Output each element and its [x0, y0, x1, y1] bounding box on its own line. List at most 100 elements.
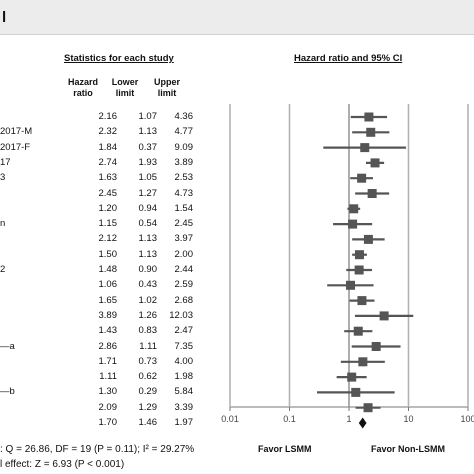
col-header-upper-limit-line2: limit	[157, 88, 177, 98]
hr-cell: 2.09	[98, 401, 118, 413]
lower-limit-cell: 0.43	[138, 279, 158, 291]
upper-limit-cell: 4.77	[174, 126, 194, 138]
study-label: 2	[0, 264, 6, 275]
hr-cell: 1.84	[98, 141, 118, 153]
hr-cell: 1.15	[98, 218, 118, 230]
upper-limit-cell: 3.97	[174, 233, 194, 245]
lower-limit-cell: 1.07	[138, 111, 158, 122]
hr-marker	[357, 173, 367, 183]
x-tick-label: 1	[346, 414, 351, 424]
hr-cell: 2.12	[98, 233, 118, 245]
lower-limit-cell: 0.29	[138, 386, 158, 398]
upper-limit-cell: 12.03	[169, 309, 193, 321]
hr-cell: 3.89	[98, 309, 118, 321]
upper-limit-cell: 4.73	[174, 187, 194, 199]
hr-marker	[363, 403, 373, 413]
study-label: —b	[0, 386, 15, 398]
upper-limit-cell: 3.89	[174, 156, 194, 168]
hr-marker	[360, 143, 370, 153]
forest-header: Hazard ratio and 95% CI	[294, 53, 403, 64]
study-label: 2017-M	[0, 126, 33, 138]
col-header-hazard-ratio: Hazard ratio	[58, 77, 108, 99]
lower-limit-cell: 1.13	[138, 233, 158, 245]
hr-marker	[348, 219, 358, 229]
hr-marker	[351, 387, 361, 397]
lower-limit-cell: 1.11	[139, 340, 157, 352]
hr-cell: 2.86	[98, 340, 118, 352]
upper-limit-cell: 1.54	[174, 202, 194, 214]
pooled-diamond	[358, 417, 367, 429]
study-label: —a	[0, 340, 15, 352]
lower-limit-cell: 1.46	[138, 417, 158, 428]
x-tick-label: 100	[460, 414, 474, 424]
col-header-lower-limit-line2: limit	[115, 88, 135, 98]
lower-limit-cell: 1.02	[138, 294, 158, 306]
upper-limit-cell: 5.84	[174, 386, 194, 398]
overall-effect-text: l effect: Z = 6.93 (P < 0.001)	[0, 459, 125, 470]
lower-limit-cell: 0.73	[138, 355, 158, 367]
hr-cell: 1.20	[98, 202, 118, 214]
study-label: 17	[0, 156, 11, 168]
hr-marker	[363, 234, 373, 244]
upper-limit-cell: 3.39	[174, 401, 194, 413]
hr-cell: 1.48	[98, 264, 118, 275]
favor-left-label: Favor LSMM	[258, 444, 312, 454]
lower-limit-cell: 1.05	[138, 172, 158, 184]
upper-limit-cell: 7.35	[174, 340, 194, 352]
lower-limit-cell: 1.93	[138, 156, 158, 168]
lower-limit-cell: 0.62	[138, 371, 158, 383]
hr-cell: 2.74	[98, 156, 118, 168]
hr-cell: 1.65	[98, 294, 118, 306]
col-header-upper-limit: Upper limit	[142, 77, 192, 99]
study-label: n	[0, 218, 6, 230]
upper-limit-cell: 1.98	[174, 371, 194, 383]
hr-cell: 2.32	[98, 126, 118, 138]
upper-limit-cell: 2.68	[174, 294, 194, 306]
lower-limit-cell: 0.94	[138, 202, 158, 214]
hr-marker	[349, 204, 359, 214]
hr-marker	[357, 296, 367, 306]
hr-marker	[379, 311, 389, 321]
upper-limit-cell: 2.44	[174, 264, 194, 275]
hr-cell: 1.11	[99, 371, 117, 383]
hr-cell: 1.70	[98, 417, 118, 428]
lower-limit-cell: 1.29	[138, 401, 158, 413]
upper-limit-cell: 2.53	[174, 172, 194, 184]
panel-title-bar: l	[0, 0, 474, 35]
hr-marker	[354, 265, 364, 275]
x-tick-label: 10	[403, 414, 413, 424]
hr-cell: 1.50	[98, 248, 118, 260]
col-header-lower-limit: Lower limit	[100, 77, 150, 99]
study-label: 2017-F	[0, 141, 31, 153]
hr-marker	[366, 127, 376, 137]
hr-cell: 1.06	[98, 279, 118, 291]
lower-limit-cell: 1.26	[138, 309, 158, 321]
lower-limit-cell: 1.27	[138, 187, 158, 199]
hr-marker	[347, 372, 357, 382]
lower-limit-cell: 1.13	[138, 126, 158, 138]
lower-limit-cell: 0.37	[138, 141, 158, 153]
heterogeneity-text: : Q = 26.86, DF = 19 (P = 0.11); I² = 29…	[0, 444, 195, 455]
lower-limit-cell: 0.54	[138, 218, 158, 230]
hr-cell: 1.71	[98, 355, 118, 367]
hr-marker	[358, 357, 368, 367]
hr-cell: 2.45	[98, 187, 118, 199]
upper-limit-cell: 4.36	[174, 111, 194, 122]
col-header-lower-limit-line1: Lower	[111, 77, 139, 87]
statistics-header: Statistics for each study	[64, 53, 174, 64]
study-label: 3	[0, 172, 6, 184]
hr-cell: 1.43	[98, 325, 118, 337]
hr-marker	[346, 280, 356, 290]
col-header-hazard-ratio-line2: ratio	[73, 88, 93, 98]
col-header-hazard-ratio-line1: Hazard	[67, 77, 98, 87]
lower-limit-cell: 1.13	[138, 248, 158, 260]
upper-limit-cell: 2.00	[174, 248, 194, 260]
upper-limit-cell: 2.45	[174, 218, 194, 230]
hr-cell: 1.63	[98, 172, 118, 184]
upper-limit-cell: 2.59	[174, 279, 194, 291]
hr-marker	[370, 158, 380, 168]
col-header-upper-limit-line1: Upper	[153, 77, 180, 87]
lower-limit-cell: 0.90	[138, 264, 158, 275]
upper-limit-cell: 4.00	[174, 355, 194, 367]
